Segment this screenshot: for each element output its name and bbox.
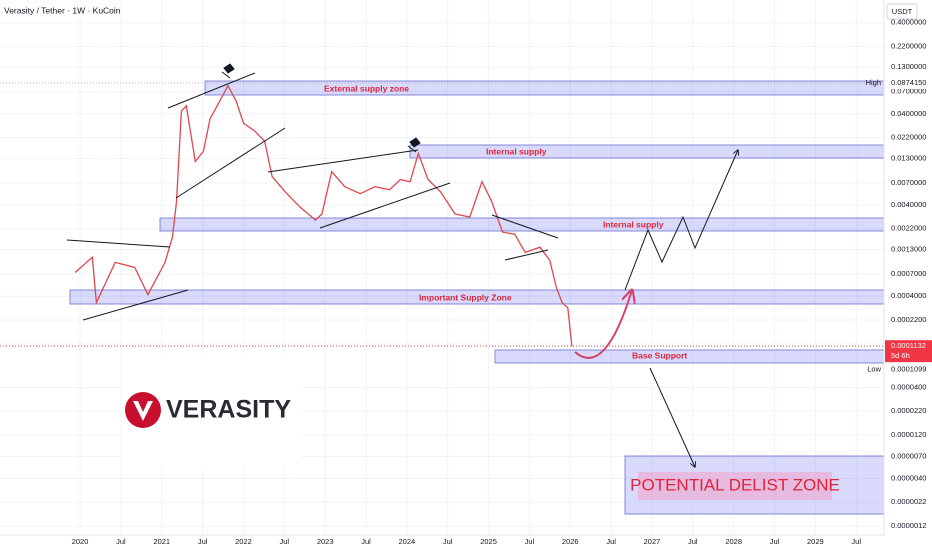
countdown: 5d 6h (891, 351, 910, 360)
y-tick-label: 0.0000220 (891, 406, 926, 415)
x-tick-label: Jul (525, 537, 535, 546)
low-box (885, 363, 932, 376)
y-tick-label: 0.0004000 (891, 291, 926, 300)
x-tick-label: 2028 (725, 537, 742, 546)
y-tick-label: 0.0000022 (891, 497, 926, 506)
trend-line (167, 72, 256, 109)
logo-mark (125, 392, 161, 428)
x-tick-label: Jul (280, 537, 290, 546)
high-label: 0.0874150 (891, 78, 926, 87)
x-tick-label: 2022 (235, 537, 252, 546)
y-tick-label: 0.2200000 (891, 41, 926, 50)
y-tick-label: 0.0000070 (891, 451, 926, 460)
x-tick-label: Jul (116, 537, 126, 546)
price-layer (0, 82, 884, 347)
x-tick-label: Jul (443, 537, 453, 546)
low-label: 0.0001099 (891, 364, 926, 373)
zone-label: Internal supply (603, 219, 664, 229)
zone-label: Important Supply Zone (419, 292, 512, 302)
trend-line (319, 182, 451, 229)
x-tick-label: 2021 (153, 537, 170, 546)
y-tick-label: 0.0002200 (891, 315, 926, 324)
hammer-icon (407, 137, 421, 153)
supply-zone (494, 349, 885, 364)
trend-line (175, 127, 286, 199)
currency-box (886, 3, 918, 20)
hammer-icon (221, 63, 235, 79)
high-box (885, 76, 932, 89)
drawings (66, 63, 738, 467)
y-tick-label: 0.0007000 (891, 269, 926, 278)
zone-label: Internal supply (486, 146, 547, 156)
y-tick-label: 0.0700000 (891, 87, 926, 96)
y-tick-label: 0.4000000 (891, 18, 926, 27)
x-tick-label: 2024 (399, 537, 416, 546)
chart-title: Verasity / Tether · 1W · KuCoin (4, 5, 121, 15)
zone-label: Base Support (632, 350, 687, 360)
last-box (885, 340, 932, 363)
trend-line (66, 239, 171, 248)
supply-zone (159, 217, 885, 232)
x-tick-label: Jul (851, 537, 861, 546)
delist-arrow (649, 367, 695, 467)
logo-v (133, 401, 153, 421)
y-tick-label: 0.1300000 (891, 62, 926, 71)
trend-line (267, 149, 419, 173)
logo: VERASITY (122, 354, 301, 466)
trend-line (504, 249, 549, 261)
axis-labels: 0.4000000 0.2200000 0.1300000 0.0700000 0.04… (72, 18, 932, 546)
y-tick-label: 0.0220000 (891, 133, 926, 142)
y-tick-label: 0.0000120 (891, 430, 926, 439)
logo-text: VERASITY (166, 396, 291, 424)
x-tick-label: Jul (770, 537, 780, 546)
y-tick-label: 0.0000400 (891, 382, 926, 391)
y-tick-label: 0.0000040 (891, 473, 926, 482)
y-tick-label: 0.0400000 (891, 109, 926, 118)
y-tick-label: 0.0000012 (891, 521, 926, 530)
last-label: 0.0001132 (891, 341, 926, 350)
trend-line (491, 214, 559, 239)
delist-label: POTENTIAL DELIST ZONE (630, 475, 840, 494)
y-tick-label: 0.0040000 (891, 200, 926, 209)
price-axis (884, 0, 932, 550)
x-tick-label: 2023 (317, 537, 334, 546)
y-tick-label: 0.0022000 (891, 224, 926, 233)
bounce-arrow (574, 290, 632, 359)
high-name: High (866, 78, 881, 87)
currency: USDT (892, 7, 913, 16)
trend-line (82, 289, 189, 321)
x-tick-label: 2029 (807, 537, 824, 546)
x-tick-label: Jul (606, 537, 616, 546)
zone-label: External supply zone (324, 83, 409, 93)
x-tick-label: 2025 (480, 537, 497, 546)
y-tick-label: 0.0013000 (891, 245, 926, 254)
x-tick-label: Jul (198, 537, 208, 546)
x-tick-label: Jul (361, 537, 371, 546)
y-tick-label: 0.0070000 (891, 178, 926, 187)
price-line (74, 84, 573, 347)
x-tick-label: 2026 (562, 537, 579, 546)
low-name: Low (867, 364, 881, 373)
y-tick-label: 0.0130000 (891, 153, 926, 162)
delist-label-bg (638, 472, 832, 500)
x-tick-label: Jul (688, 537, 698, 546)
x-tick-label: 2020 (72, 537, 89, 546)
x-tick-label: 2027 (644, 537, 661, 546)
projection-arrow (624, 150, 738, 291)
supply-zone (409, 144, 885, 159)
